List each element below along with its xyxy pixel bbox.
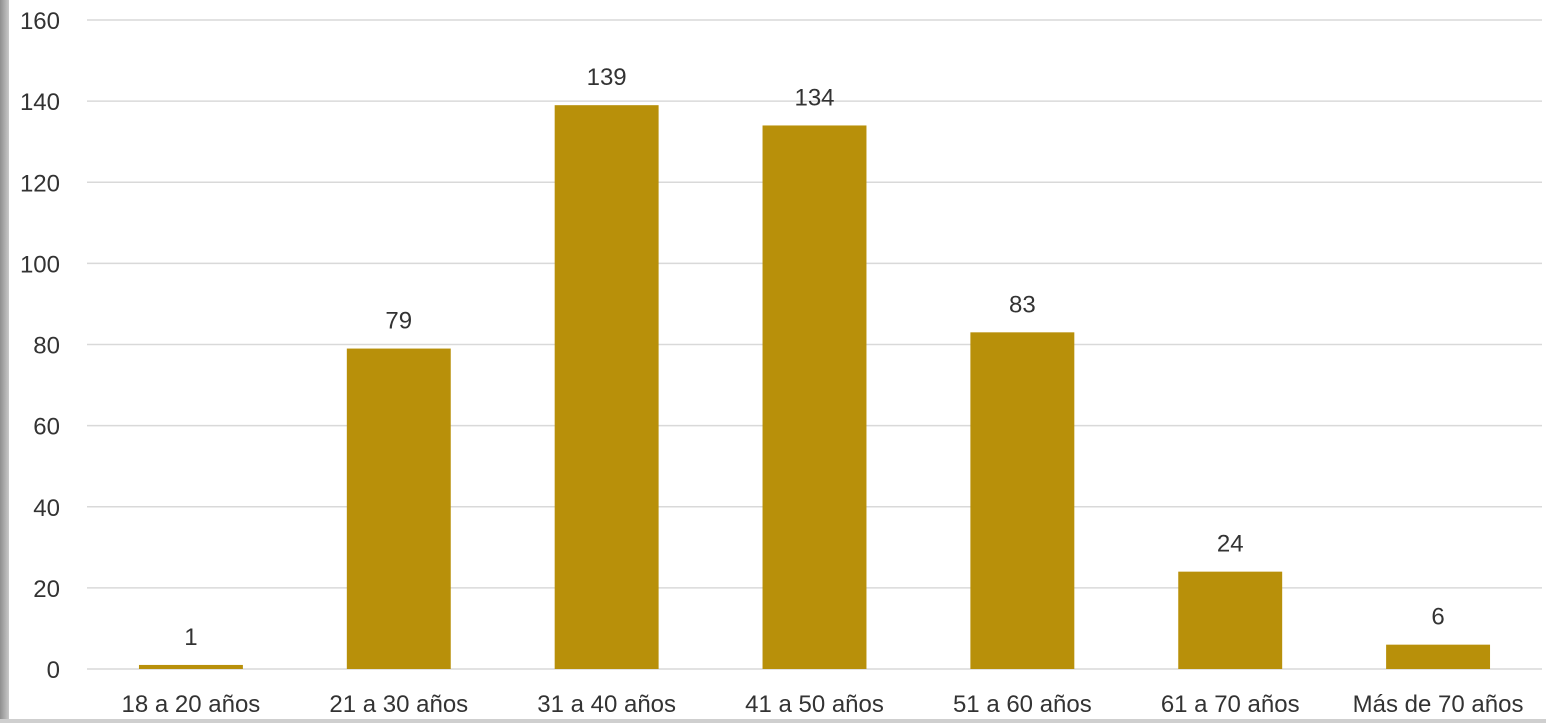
bar [762, 125, 867, 669]
bar [138, 664, 243, 669]
y-tick-label: 120 [20, 170, 60, 197]
bar [346, 348, 451, 669]
data-label: 139 [587, 64, 627, 91]
data-label: 83 [1009, 291, 1036, 318]
bar [554, 105, 659, 669]
data-label: 79 [385, 308, 412, 335]
y-tick-label: 0 [47, 657, 60, 684]
x-tick-label: 41 a 50 años [745, 691, 884, 718]
x-tick-label: Más de 70 años [1353, 691, 1524, 718]
bar [1386, 644, 1491, 669]
left-border [0, 0, 9, 723]
x-tick-label: 21 a 30 años [329, 691, 468, 718]
x-axis-ticks: 18 a 20 años 21 a 30 años 31 a 40 años 41 a… [122, 691, 1524, 718]
bars [138, 105, 1491, 669]
y-axis-ticks: 0 20 40 60 80 100 120 140 160 [20, 8, 60, 684]
data-label: 6 [1431, 604, 1444, 631]
y-tick-label: 20 [33, 576, 60, 603]
x-tick-label: 61 a 70 años [1161, 691, 1300, 718]
bar [1178, 571, 1283, 669]
y-tick-label: 160 [20, 8, 60, 35]
data-labels: 1 79 139 134 83 24 6 [184, 64, 1445, 651]
y-tick-label: 140 [20, 89, 60, 116]
data-label: 134 [794, 84, 834, 111]
bar [970, 332, 1075, 669]
x-tick-label: 18 a 20 años [122, 691, 261, 718]
y-tick-label: 100 [20, 251, 60, 278]
y-tick-label: 80 [33, 333, 60, 360]
y-tick-label: 60 [33, 414, 60, 441]
x-tick-label: 31 a 40 años [537, 691, 676, 718]
x-tick-label: 51 a 60 años [953, 691, 1092, 718]
data-label: 1 [184, 624, 197, 651]
y-tick-label: 40 [33, 495, 60, 522]
bottom-border [0, 719, 1546, 723]
data-label: 24 [1217, 531, 1244, 558]
